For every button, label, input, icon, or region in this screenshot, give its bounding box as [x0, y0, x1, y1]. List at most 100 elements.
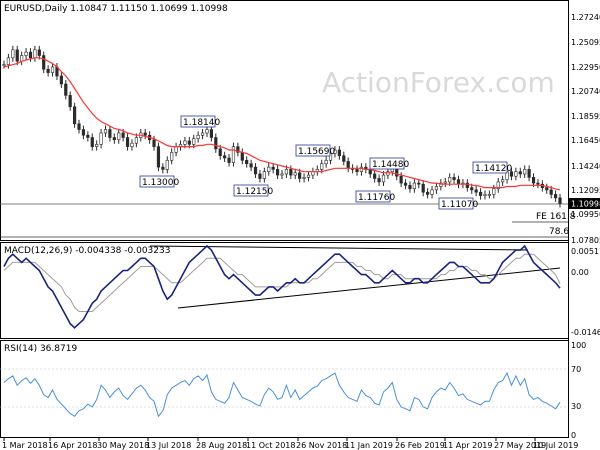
price-bar-body	[373, 173, 377, 179]
price-bar-body	[302, 177, 306, 179]
price-tick-label: 1.14240	[571, 162, 600, 171]
price-bar-body	[320, 163, 324, 170]
rsi-tick-label: 30	[571, 402, 581, 411]
price-bar-body	[293, 172, 297, 176]
price-bar	[209, 125, 213, 142]
price-bar-body	[448, 177, 452, 183]
price-bar	[262, 167, 266, 183]
price-bar-body	[253, 166, 258, 175]
price-bar-body	[90, 137, 94, 147]
price-tick-label: 1.27240	[571, 13, 600, 22]
price-bar-body	[42, 55, 46, 70]
price-bar-body	[346, 161, 350, 169]
price-bar	[492, 184, 496, 199]
price-bar	[355, 165, 359, 176]
price-bar-body	[152, 139, 156, 147]
annotation-1-11070: 1.11070	[441, 200, 478, 210]
price-bar	[337, 146, 341, 160]
price-bar	[95, 140, 99, 151]
price-bar	[20, 51, 24, 66]
price-bar	[315, 165, 319, 176]
price-bar-body	[20, 55, 24, 62]
price-bar-body	[509, 171, 514, 177]
price-bar-body	[86, 134, 90, 138]
price-bar-body	[209, 129, 213, 138]
price-bar-body	[359, 166, 364, 172]
price-bar-body	[549, 189, 553, 195]
rsi-line	[3, 371, 561, 418]
price-bars	[2, 45, 562, 208]
price-bar-body	[443, 181, 447, 184]
annotation-box	[438, 197, 474, 210]
price-bar	[231, 142, 236, 167]
price-bar	[249, 159, 253, 172]
price-bar	[465, 179, 469, 192]
price-bar-body	[501, 179, 505, 183]
price-bar	[178, 140, 183, 151]
price-bar-body	[236, 146, 240, 153]
price-bar	[403, 179, 408, 190]
price-bar-body	[280, 173, 284, 176]
annotation-box	[369, 157, 405, 170]
price-bar-body	[267, 166, 271, 172]
price-bar	[426, 188, 430, 199]
price-bar	[545, 183, 549, 194]
rsi-tick-label: 100	[571, 341, 586, 350]
price-bar-body	[161, 166, 165, 170]
price-bar	[90, 133, 94, 151]
fib-78-6-label: 78.6	[549, 227, 569, 237]
price-bar	[267, 163, 271, 176]
price-bar-body	[553, 194, 558, 199]
annotation-1-14480: 1.14480	[372, 160, 409, 170]
price-bar	[236, 142, 240, 157]
price-bar-body	[492, 188, 496, 195]
price-bar	[478, 188, 483, 200]
price-bar-body	[399, 175, 403, 184]
price-bar	[514, 167, 518, 181]
price-bar-body	[68, 95, 72, 108]
price-bar	[373, 169, 377, 183]
price-bar-body	[456, 179, 461, 185]
price-bar-body	[214, 137, 218, 150]
rsi-tick-label: 0	[571, 431, 576, 440]
price-bar	[81, 125, 86, 140]
price-bar-body	[342, 155, 346, 162]
price-bar-body	[289, 169, 293, 176]
price-bar	[527, 165, 531, 182]
price-bar-body	[249, 163, 253, 168]
macd-tick-label: 0.005114	[571, 247, 600, 256]
price-bar-body	[465, 182, 469, 188]
price-bar-body	[33, 49, 37, 59]
price-bar-body	[474, 189, 478, 193]
price-tick-label: 1.12095	[571, 186, 600, 195]
price-bar	[227, 154, 231, 167]
price-bar-body	[121, 132, 125, 138]
rsi-tick-label: 70	[571, 365, 581, 374]
price-bar	[496, 177, 500, 193]
price-bar-body	[452, 177, 456, 180]
price-bar-body	[496, 181, 500, 190]
price-bar	[86, 131, 90, 142]
price-bar-body	[426, 191, 430, 195]
price-bar	[474, 185, 478, 197]
price-bar-body	[417, 182, 421, 185]
price-bar-body	[170, 152, 174, 161]
price-bar-body	[156, 146, 161, 168]
price-bar	[452, 173, 456, 184]
price-bar	[218, 144, 222, 160]
price-bar-body	[518, 171, 522, 175]
price-bar	[50, 62, 55, 77]
price-bar-body	[470, 187, 474, 191]
price-header: EURUSD,Daily 1.10847 1.11150 1.10699 1.1…	[4, 4, 228, 14]
price-bar	[311, 167, 315, 180]
price-bar	[518, 167, 522, 178]
price-bar-body	[2, 64, 6, 66]
price-y-axis: 1.27240 1.25095 1.22950 1.20740 1.18595 …	[571, 13, 600, 245]
price-bar-body	[328, 153, 333, 161]
price-bar-body	[59, 75, 63, 85]
annotation-box	[295, 144, 331, 157]
price-tick-label: 1.18595	[571, 112, 600, 121]
rsi-y-axis: 100 70 30 0	[571, 341, 586, 440]
price-bar	[333, 146, 337, 158]
price-bar	[77, 119, 81, 134]
